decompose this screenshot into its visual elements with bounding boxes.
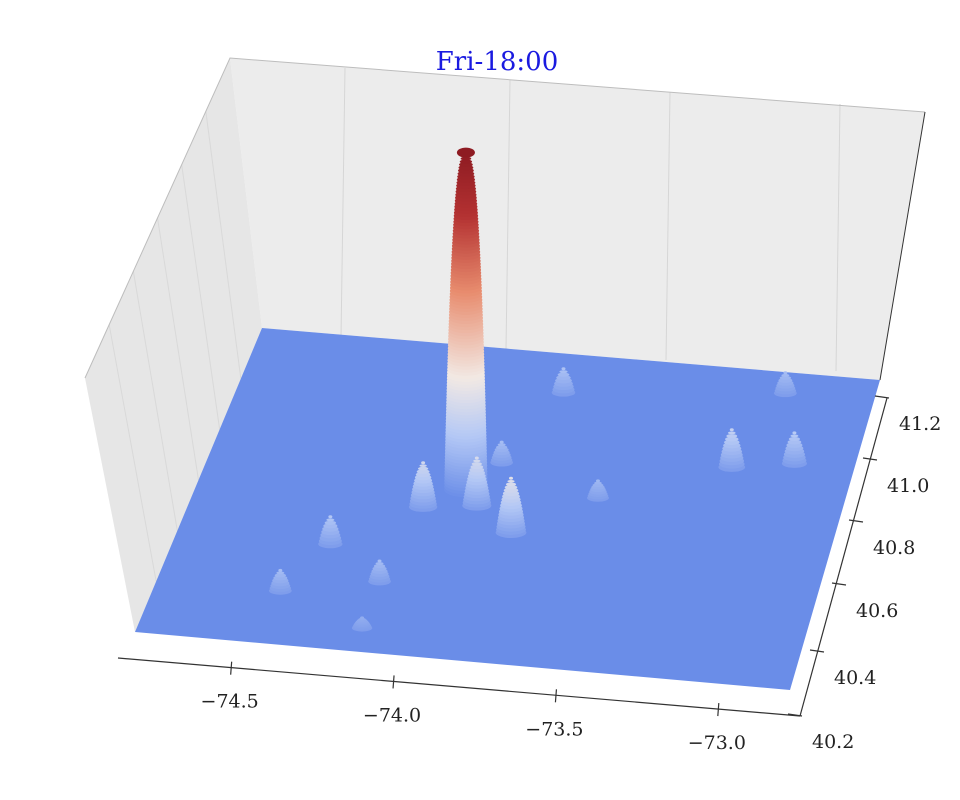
surface-peak: [773, 371, 797, 398]
surface-peak: [490, 440, 514, 467]
surface-peak: [462, 456, 492, 511]
x-tick: [554, 689, 558, 703]
surface-peak: [718, 428, 746, 472]
x-tick: [230, 661, 233, 675]
y-tick-label: 40.2: [812, 731, 854, 753]
x-axis: −74.5 −74.0 −73.5 −73.0: [117, 657, 801, 754]
y-tick: [874, 395, 890, 399]
surface-peak: [351, 616, 373, 632]
x-tick-label: −74.0: [363, 704, 421, 726]
left-grid-line: [205, 111, 242, 379]
y-tick: [787, 713, 803, 717]
left-grid-line: [108, 324, 157, 582]
back-grid-line: [340, 67, 346, 339]
y-tick: [862, 457, 878, 461]
left-grid-line: [132, 271, 178, 531]
surface-peak: [408, 461, 438, 512]
pane-edge: [879, 111, 926, 381]
y-tick-label: 41.2: [899, 413, 941, 435]
y-tick: [809, 649, 825, 653]
x-tick: [392, 675, 395, 689]
left-grid-line: [181, 164, 221, 430]
x-tick-label: −74.5: [201, 691, 259, 713]
surface-peak: [268, 568, 292, 595]
back-grid-line: [835, 103, 841, 372]
x-tick: [717, 703, 720, 717]
y-tick: [848, 519, 864, 523]
y-tick-label: 40.6: [856, 600, 898, 622]
x-tick-label: −73.0: [688, 732, 746, 754]
y-axis-line: [799, 397, 888, 717]
surface-peak: [495, 476, 527, 539]
y-axis: 40.2 40.4 40.6 40.8 41.0 41.2: [787, 395, 941, 753]
surface-plot: [135, 147, 880, 690]
surface-peak: [781, 431, 808, 468]
y-tick: [831, 582, 847, 586]
surface-peak: [551, 367, 576, 397]
back-grid-line: [665, 91, 671, 361]
pane-edge: [84, 57, 926, 379]
y-tick-label: 40.4: [834, 667, 876, 689]
surface-peak: [368, 559, 391, 586]
left-grid-line: [157, 217, 199, 481]
x-tick-label: −73.5: [525, 718, 583, 740]
y-tick-label: 41.0: [887, 475, 929, 497]
chart-title: Fri-18:00: [436, 47, 559, 77]
surface-peak: [318, 515, 343, 549]
y-tick-label: 40.8: [873, 537, 915, 559]
back-grid-line: [505, 79, 511, 350]
axis-panes: [84, 57, 926, 632]
back-pane: [230, 58, 925, 380]
surface-peak: [586, 479, 609, 502]
